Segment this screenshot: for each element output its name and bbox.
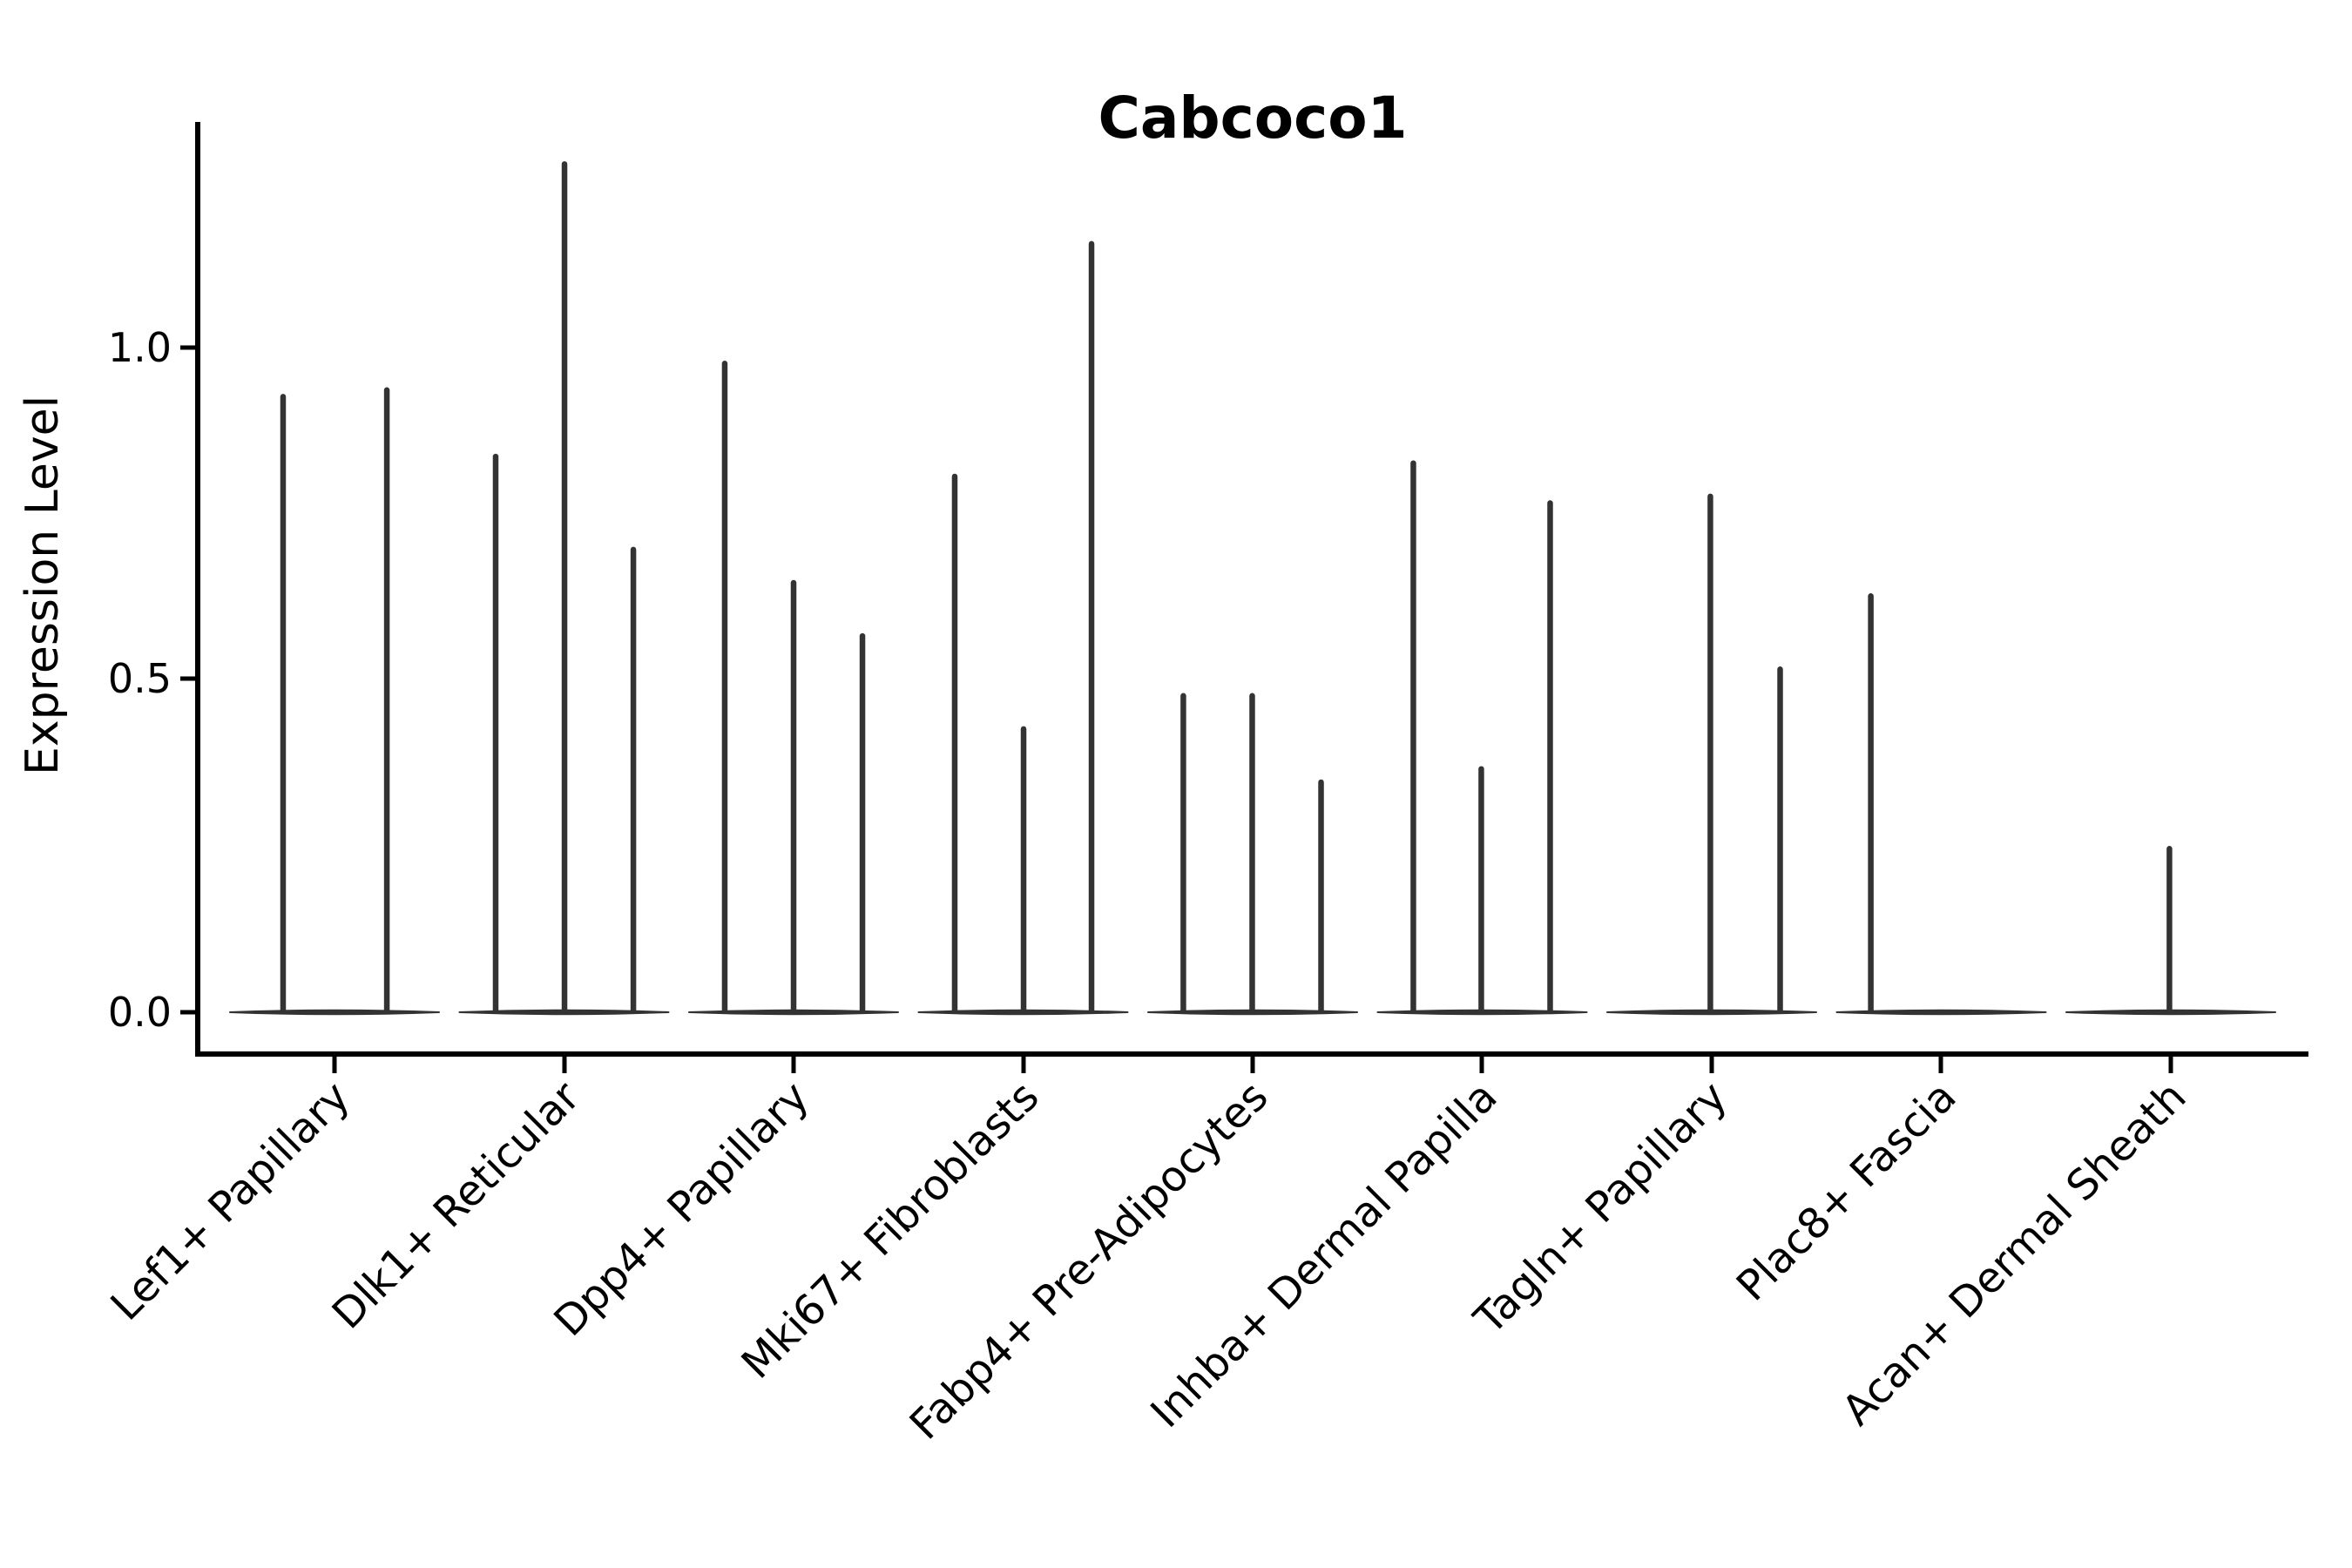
y-tick-label-0: 0.0 (108, 989, 172, 1036)
x-tick-label-plac8-fascia: Plac8+ Fascia (1727, 1072, 1966, 1311)
x-axis: Lef1+ Papillary Dlk1+ Reticular Dpp4+ Pa… (102, 1051, 2308, 1450)
violin (2065, 846, 2276, 1016)
violin (1376, 460, 1588, 1016)
y-axis-label: Expression Level (17, 395, 69, 775)
violin (229, 387, 440, 1016)
violin (1147, 693, 1358, 1016)
violin-body (229, 1009, 440, 1016)
violin (688, 361, 899, 1016)
y-tick-label-1: 1.0 (108, 324, 172, 371)
x-tick-label-tagln-papillary: Tagln+ Papillary (1464, 1072, 1736, 1344)
violin (1606, 493, 1817, 1016)
violin (917, 240, 1129, 1016)
y-tick-label-05: 0.5 (108, 655, 172, 702)
y-axis: 0.0 0.5 1.0 (108, 122, 200, 1057)
violin (1835, 593, 2047, 1016)
violin (458, 161, 670, 1016)
x-tick-label-dlk1-reticular: Dlk1+ Reticular (323, 1072, 590, 1339)
x-tick-label-lef1-papillary: Lef1+ Papillary (102, 1072, 360, 1330)
violin-body (1835, 1009, 2047, 1016)
x-tick-label-dpp4-papillary: Dpp4+ Papillary (544, 1072, 818, 1346)
violins (229, 161, 2276, 1016)
chart-title: Cabcoco1 (1098, 84, 1407, 152)
